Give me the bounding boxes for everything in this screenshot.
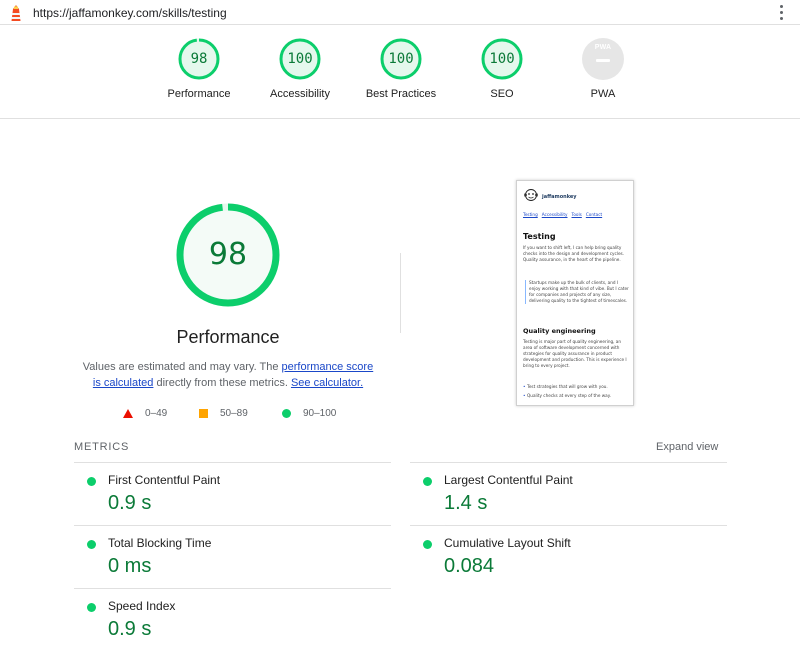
legend-fail: 0–49	[123, 408, 167, 419]
fail-triangle-icon	[123, 409, 133, 418]
metric-name: Cumulative Layout Shift	[444, 536, 571, 550]
metric-value: 0.084	[444, 555, 495, 577]
thumb-intro: If you want to shift left, I can help br…	[523, 245, 625, 262]
expand-view-toggle[interactable]: Expand view	[656, 441, 719, 453]
metric-value: 1.4 s	[444, 492, 488, 514]
thumb-bullet: Quality checks at every step of the way.	[523, 393, 611, 398]
gauge-score: 98	[190, 51, 208, 67]
thumb-bullet: Test strategies that will grow with you.	[523, 384, 608, 389]
gauge-ring: 98	[178, 38, 220, 80]
thumb-nav-item: Contact	[585, 212, 603, 217]
gauge-pwa[interactable]: PWA PWA	[543, 38, 663, 100]
pass-circle-icon	[87, 477, 96, 486]
metric-fcp: First Contentful Paint 0.9 s	[74, 462, 391, 525]
metric-cls: Cumulative Layout Shift 0.084	[410, 525, 727, 588]
divider	[400, 253, 401, 333]
performance-score: 98	[208, 237, 248, 272]
legend-pass: 90–100	[282, 408, 336, 419]
performance-gauge: 98	[176, 203, 280, 307]
legend-label: 50–89	[220, 408, 248, 419]
gauge-label: SEO	[490, 88, 514, 100]
gauge-label: Best Practices	[365, 88, 437, 100]
pass-circle-icon	[423, 477, 432, 486]
thumb-nav-item: Testing	[523, 212, 538, 217]
metric-lcp: Largest Contentful Paint 1.4 s	[410, 462, 727, 525]
metric-value: 0 ms	[108, 555, 152, 577]
thumb-body: Testing is major part of quality enginee…	[523, 339, 627, 368]
thumb-subheading: Quality engineering	[523, 327, 596, 335]
gauge-seo[interactable]: 100 SEO	[442, 38, 562, 100]
legend-average: 50–89	[199, 408, 248, 419]
gauge-ring: 100	[481, 38, 523, 80]
gauge-label: Accessibility	[270, 88, 330, 100]
gauge-label: Performance	[167, 88, 231, 100]
desc-text: Values are estimated and may vary. The	[82, 361, 282, 373]
legend-label: 0–49	[145, 408, 168, 419]
monkey-logo-icon	[524, 189, 538, 201]
see-calculator-link[interactable]: See calculator.	[290, 377, 364, 389]
performance-description: Values are estimated and may vary. The p…	[80, 359, 376, 391]
pass-circle-icon	[87, 540, 96, 549]
gauge-ring: 100	[380, 38, 422, 80]
pass-circle-icon	[87, 603, 96, 612]
average-square-icon	[199, 409, 208, 418]
desc-text: directly from these metrics.	[153, 377, 291, 389]
gauge-score: 100	[388, 51, 414, 67]
gauge-best-practices[interactable]: 100 Best Practices	[341, 38, 461, 100]
metric-name: Speed Index	[108, 599, 176, 613]
metric-value: 0.9 s	[108, 618, 152, 640]
page-url[interactable]: https://jaffamonkey.com/skills/testing	[33, 6, 227, 20]
url-bar: https://jaffamonkey.com/skills/testing	[0, 0, 800, 25]
metric-si: Speed Index 0.9 s	[74, 588, 391, 651]
thumb-quote: Startups make up the bulk of clients, an…	[525, 280, 629, 304]
gauge-accessibility[interactable]: 100 Accessibility	[240, 38, 360, 100]
metric-value: 0.9 s	[108, 492, 152, 514]
legend-label: 90–100	[303, 408, 337, 419]
gauge-score: 100	[287, 51, 313, 67]
metric-tbt: Total Blocking Time 0 ms	[74, 525, 391, 588]
pwa-badge-icon: PWA	[582, 38, 624, 80]
thumb-nav-item: Accessibility	[541, 212, 568, 217]
gauge-label: PWA	[590, 88, 616, 100]
metric-name: Largest Contentful Paint	[444, 473, 573, 487]
pwa-badge-text: PWA	[594, 44, 612, 51]
pass-circle-icon	[423, 540, 432, 549]
performance-title: Performance	[176, 327, 280, 347]
pass-circle-icon	[282, 409, 291, 418]
metric-name: Total Blocking Time	[108, 536, 212, 550]
gauge-score: 100	[489, 51, 515, 67]
thumb-nav: Testing Accessibility Tools Contact	[523, 212, 602, 217]
gauge-ring: 100	[279, 38, 321, 80]
metric-name: First Contentful Paint	[108, 473, 221, 487]
thumb-nav-item: Tools	[571, 212, 582, 217]
gauge-performance[interactable]: 98 Performance	[139, 38, 259, 100]
more-options-icon[interactable]	[777, 5, 785, 20]
score-gauges: 98 Performance 100 Accessibility 100 Bes…	[0, 26, 800, 119]
lighthouse-icon	[11, 5, 21, 21]
thumb-brand: jaffamonkey	[542, 194, 577, 200]
final-screenshot[interactable]: jaffamonkey Testing Accessibility Tools …	[516, 180, 634, 406]
metrics-heading: METRICS	[74, 441, 130, 453]
performance-score-link[interactable]: performance score is calculated	[92, 361, 374, 389]
thumb-heading: Testing	[523, 232, 556, 241]
